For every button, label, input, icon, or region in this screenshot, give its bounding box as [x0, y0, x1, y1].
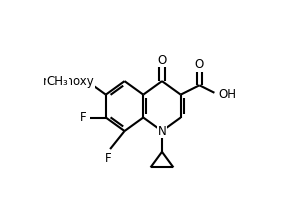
Text: O: O — [83, 75, 92, 88]
Text: CH₃: CH₃ — [47, 75, 68, 88]
Text: O: O — [195, 58, 204, 71]
Text: N: N — [158, 125, 166, 137]
Text: CH₃: CH₃ — [47, 75, 68, 88]
Text: F: F — [80, 111, 86, 124]
Text: methoxy: methoxy — [42, 75, 94, 88]
Text: O: O — [157, 54, 167, 67]
Text: F: F — [105, 152, 111, 165]
Text: OH: OH — [218, 88, 236, 101]
